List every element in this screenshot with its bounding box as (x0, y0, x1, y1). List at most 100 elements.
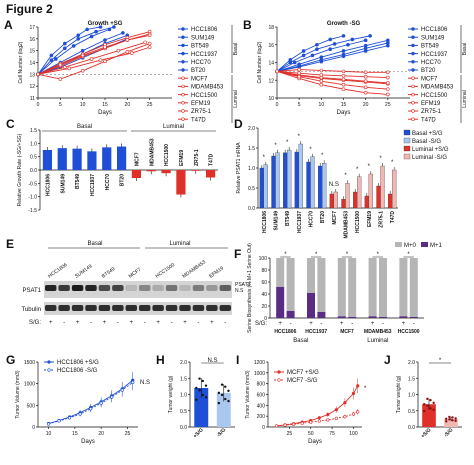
data-point (288, 60, 293, 65)
replicate-point (220, 383, 224, 386)
y-tick-label: 40 (261, 292, 267, 298)
sg-label: S/G: (255, 321, 267, 327)
data-point (297, 67, 301, 72)
y-tick-label: 10 (268, 96, 274, 102)
psat1-band (139, 285, 151, 291)
legend-entry: SUM149 (421, 35, 445, 41)
x-tick-label: 20 (98, 431, 104, 437)
legend-marker (411, 101, 415, 105)
series-line-bt549 (276, 39, 366, 72)
tubulin-band (98, 305, 111, 311)
legend-entry: MDAMB453 (421, 85, 454, 91)
category-label: HCC1806 (45, 174, 51, 196)
data-point (89, 34, 94, 39)
bar (275, 152, 280, 209)
legend-marker (411, 27, 415, 31)
y-tick-label: 2.0 (248, 126, 255, 132)
legend-marker (411, 109, 415, 113)
sg-sign: + (103, 320, 107, 326)
category-label: ZR75-1 (194, 149, 200, 166)
replicate-point (451, 416, 454, 419)
data-point (63, 46, 67, 51)
x-tick-label: 20 (125, 102, 131, 108)
replicate-point (217, 391, 221, 395)
bar (357, 176, 362, 209)
sg-sign: - (117, 320, 119, 326)
legend-entry: BT20 (191, 68, 206, 74)
data-point (315, 47, 319, 51)
data-point (147, 45, 152, 49)
y-tick-label: 0.0 (248, 206, 255, 212)
data-point (46, 422, 51, 426)
bar (306, 161, 311, 209)
y-tick-label: 1.0 (248, 166, 255, 172)
legend-marker (181, 27, 185, 31)
data-point (319, 79, 324, 83)
panel-label-a: A (4, 18, 13, 32)
bar-m-plus-1 (306, 292, 315, 318)
data-point (341, 49, 346, 53)
bar (322, 163, 327, 209)
data-point (103, 38, 107, 42)
y-tick-label: 1000 (24, 382, 35, 388)
lane-header: SUM149 (74, 263, 94, 279)
sg-sign: + (402, 321, 406, 327)
legend-swatch (403, 137, 411, 144)
bar-m-plus-1 (368, 316, 377, 318)
significance-mark: * (368, 164, 371, 170)
legend-marker (181, 101, 185, 105)
y-tick-label: 1000 (254, 371, 265, 377)
bar (263, 164, 268, 209)
bar (353, 191, 358, 209)
bar (341, 199, 346, 209)
x-tick-label: 25 (147, 102, 153, 108)
x-tick-label: 5 (59, 102, 62, 108)
data-point (78, 412, 82, 416)
sg-sign: + (76, 320, 80, 326)
bar (42, 150, 53, 170)
significance-mark: N.S (140, 380, 150, 386)
category-label: ZR75-1 (379, 211, 385, 228)
legend-group-luminal: Luminal (462, 90, 468, 108)
bar (310, 156, 315, 209)
bar (422, 404, 436, 427)
data-point (317, 419, 321, 423)
x-axis-label: Days (337, 110, 351, 116)
tubulin-band (192, 305, 205, 311)
category-label: BT20 (120, 174, 126, 186)
legend-entry: Luminal +S/G (412, 147, 449, 153)
legend-entry: HCC1806 +S/G (57, 360, 99, 366)
significance-mark: * (274, 143, 277, 149)
replicate-point (204, 384, 208, 387)
legend-entry: HCC1500 (421, 93, 448, 99)
x-tick-label: 15 (341, 102, 347, 108)
panel-label-h: H (156, 353, 165, 367)
significance-mark: * (377, 252, 380, 258)
legend-marker (411, 76, 415, 80)
data-point (292, 60, 297, 65)
significance-mark: N.S (207, 358, 217, 364)
x-tick-label: 25 (287, 431, 293, 437)
sg-sign: + (183, 320, 187, 326)
y-tick-label: 18 (268, 25, 274, 31)
y-tick-label: 2.0 (408, 360, 415, 366)
legend-marker (181, 76, 185, 80)
category-label: MCF7 (134, 152, 140, 166)
legend-swatch (403, 145, 411, 152)
legend-swatch (403, 153, 411, 160)
significance-mark: * (263, 155, 266, 161)
y-tick-label: 17 (29, 25, 35, 31)
x-tick-label: 75 (329, 431, 335, 437)
data-point (341, 74, 346, 78)
y-tick-label: 100 (259, 256, 268, 262)
replicate-point (227, 399, 230, 403)
bar (392, 169, 397, 209)
sg-sign: + (309, 321, 313, 327)
panel-f-serine-biosynthesis: F 0 20 40 60 80 100 Serine Biosynthesis (% M+1 … (234, 242, 443, 344)
sg-sign: + (278, 321, 282, 327)
sg-sign: + (130, 320, 134, 326)
y-tick-label: -1.0 (28, 195, 37, 201)
legend-marker (411, 92, 415, 97)
bar-m-plus-0 (286, 258, 295, 311)
lane-header: EFM19 (208, 265, 225, 279)
